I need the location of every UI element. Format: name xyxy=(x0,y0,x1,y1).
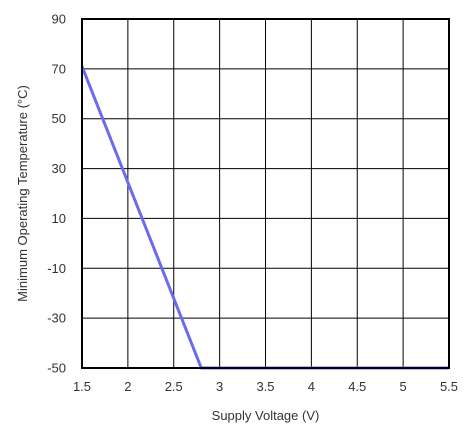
x-tick-label: 4 xyxy=(308,379,315,394)
y-tick-label: 30 xyxy=(52,161,66,176)
x-axis-label: Supply Voltage (V) xyxy=(212,408,320,423)
y-tick-label: -10 xyxy=(47,261,66,276)
x-tick-labels: 1.5 2 2.5 3 3.5 4 4.5 5 5.5 xyxy=(73,379,458,394)
x-tick-label: 2 xyxy=(124,379,131,394)
grid xyxy=(82,19,449,368)
x-tick-label: 3.5 xyxy=(256,379,274,394)
y-tick-label: -30 xyxy=(47,311,66,326)
y-tick-label: 10 xyxy=(52,211,66,226)
x-tick-label: 5.5 xyxy=(440,379,458,394)
x-tick-label: 2.5 xyxy=(165,379,183,394)
x-tick-label: 1.5 xyxy=(73,379,91,394)
y-axis-label: Minimum Operating Temperature (°C) xyxy=(15,85,30,302)
plot-frame xyxy=(81,18,450,369)
x-tick-label: 4.5 xyxy=(348,379,366,394)
x-tick-label: 5 xyxy=(400,379,407,394)
y-tick-label: 70 xyxy=(52,61,66,76)
y-tick-label: -50 xyxy=(47,361,66,376)
y-tick-label: 50 xyxy=(52,111,66,126)
y-tick-labels: 90 70 50 30 10 -10 -30 -50 xyxy=(47,12,66,376)
y-tick-label: 90 xyxy=(52,12,66,27)
x-tick-label: 3 xyxy=(216,379,223,394)
